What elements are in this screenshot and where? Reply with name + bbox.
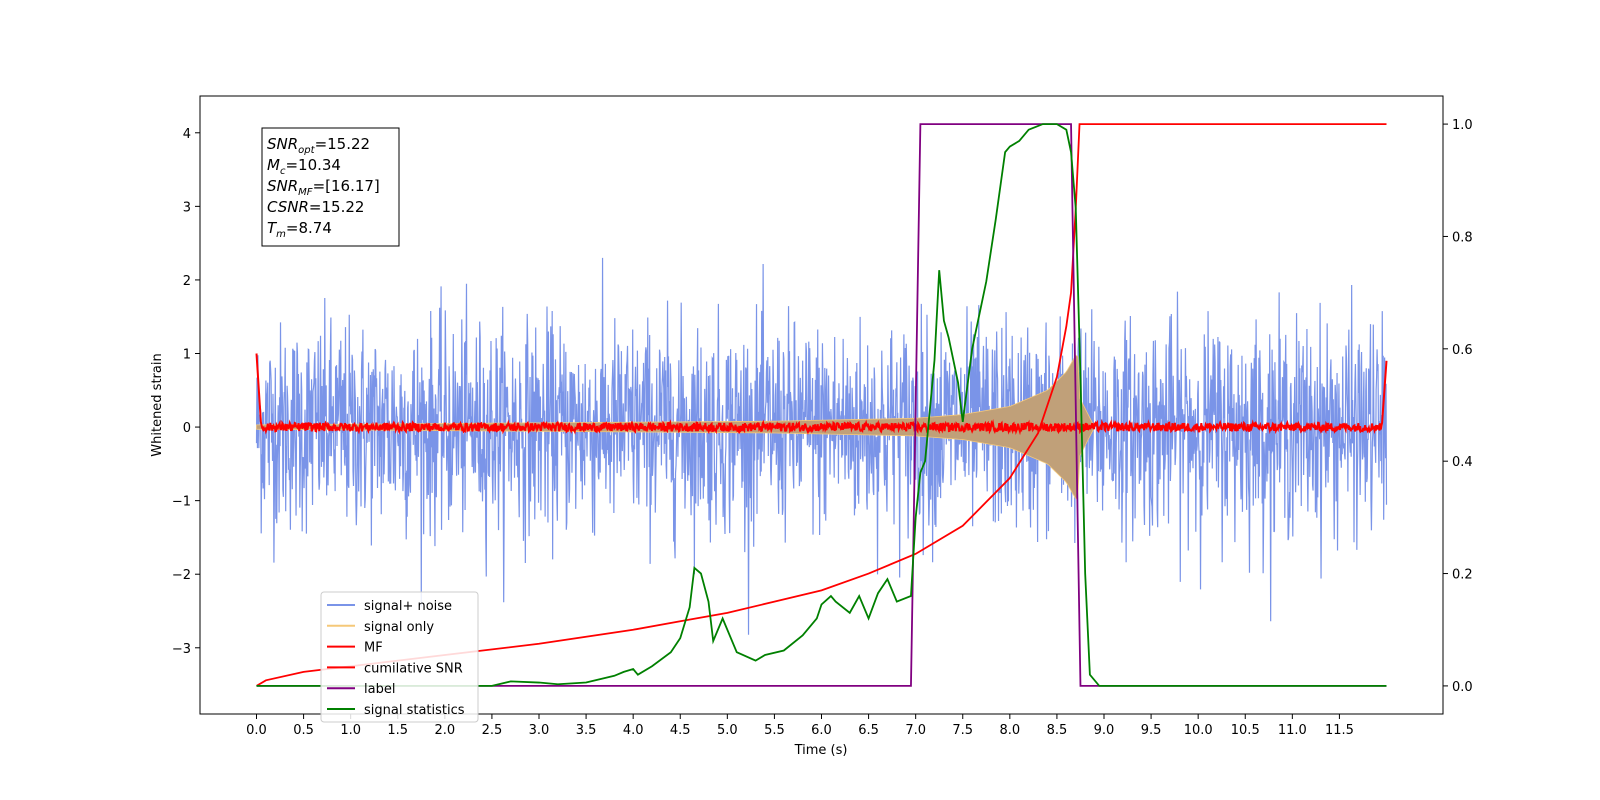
y-tick-label: 1 [183, 348, 191, 363]
legend-entry-label: signal+ noise [364, 599, 452, 614]
legend-entry-label: signal statistics [364, 703, 465, 718]
x-axis-label: Time (s) [794, 743, 848, 758]
x-tick-label: 8.5 [1047, 723, 1068, 738]
x-tick-label: 2.5 [482, 723, 503, 738]
y-tick-label: −3 [172, 642, 191, 657]
x-tick-label: 9.0 [1094, 723, 1115, 738]
legend-entry-label: MF [364, 641, 383, 656]
stats-annotation-box: SNRopt=15.22Mc=10.34SNRMF=[16.17]CSNR=15… [261, 127, 400, 247]
x-tick-label: 8.0 [999, 723, 1020, 738]
x-tick-label: 5.5 [764, 723, 785, 738]
series-mf-line [255, 353, 1388, 436]
y-tick-label: −2 [172, 568, 191, 583]
x-tick-label: 10.5 [1231, 723, 1260, 738]
x-tick-label: 4.0 [623, 723, 644, 738]
y-tick-label: 4 [183, 127, 191, 142]
series-signal-statistics-line [256, 123, 1387, 687]
x-tick-label: 10.0 [1184, 723, 1213, 738]
x-tick-label: 6.0 [811, 723, 832, 738]
x-tick-label: 5.0 [717, 723, 738, 738]
y2-tick-label: 0.6 [1452, 343, 1473, 358]
stats-annotation-line: Mc=10.34 [267, 156, 341, 177]
y2-tick-label: 0.8 [1452, 230, 1473, 245]
y-axis-label: Whitened strain [150, 353, 165, 456]
x-tick-label: 7.0 [905, 723, 926, 738]
y-axis-right: 0.0 0.2 0.4 0.6 0.8 1.0 [1443, 118, 1473, 695]
y-tick-label: −1 [172, 495, 191, 510]
y-tick-label: 2 [183, 274, 191, 289]
legend-frame [320, 591, 479, 723]
x-tick-label: 7.5 [952, 723, 973, 738]
x-tick-label: 4.5 [670, 723, 691, 738]
legend-entry-label: cumilative SNR [364, 661, 463, 676]
x-tick-label: 9.5 [1141, 723, 1162, 738]
stats-annotation-line: SNRMF=[16.17] [267, 177, 380, 198]
y2-tick-label: 0.2 [1452, 568, 1473, 583]
stats-annotation-line: Tm=8.74 [267, 219, 332, 240]
x-axis: 0.0 0.5 1.0 1.5 2.0 2.5 3.0 3.5 4.0 4.5 5.0 5.5 6.0 6… [246, 714, 1354, 738]
y2-tick-label: 0.4 [1452, 455, 1473, 470]
series-layer [255, 123, 1388, 687]
y-tick-label: 0 [183, 421, 191, 436]
x-tick-label: 2.0 [434, 723, 455, 738]
x-tick-label: 3.0 [529, 723, 550, 738]
legend-entry-label: label [364, 682, 395, 697]
x-tick-label: 1.5 [387, 723, 408, 738]
stats-annotation-frame [261, 127, 400, 247]
x-tick-label: 3.5 [576, 723, 597, 738]
x-tick-label: 0.5 [293, 723, 314, 738]
y2-tick-label: 0.0 [1452, 680, 1473, 695]
series-signal-noise-line [255, 257, 1388, 635]
legend-entry-label: signal only [364, 620, 434, 635]
y-tick-label: 3 [183, 200, 191, 215]
x-tick-label: 11.5 [1325, 723, 1354, 738]
x-tick-label: 6.5 [858, 723, 879, 738]
legend: signal+ noise signal only MF cumilative SNR… [320, 591, 479, 723]
stats-annotation-line: CSNR=15.22 [267, 198, 364, 216]
stats-annotation-line: SNRopt=15.22 [267, 135, 370, 156]
y2-tick-label: 1.0 [1452, 118, 1473, 133]
x-tick-label: 11.0 [1278, 723, 1307, 738]
x-tick-label: 1.0 [340, 723, 361, 738]
x-tick-label: 0.0 [246, 723, 267, 738]
y-axis-left: −3 −2 −1 0 1 2 3 4 [172, 127, 200, 657]
